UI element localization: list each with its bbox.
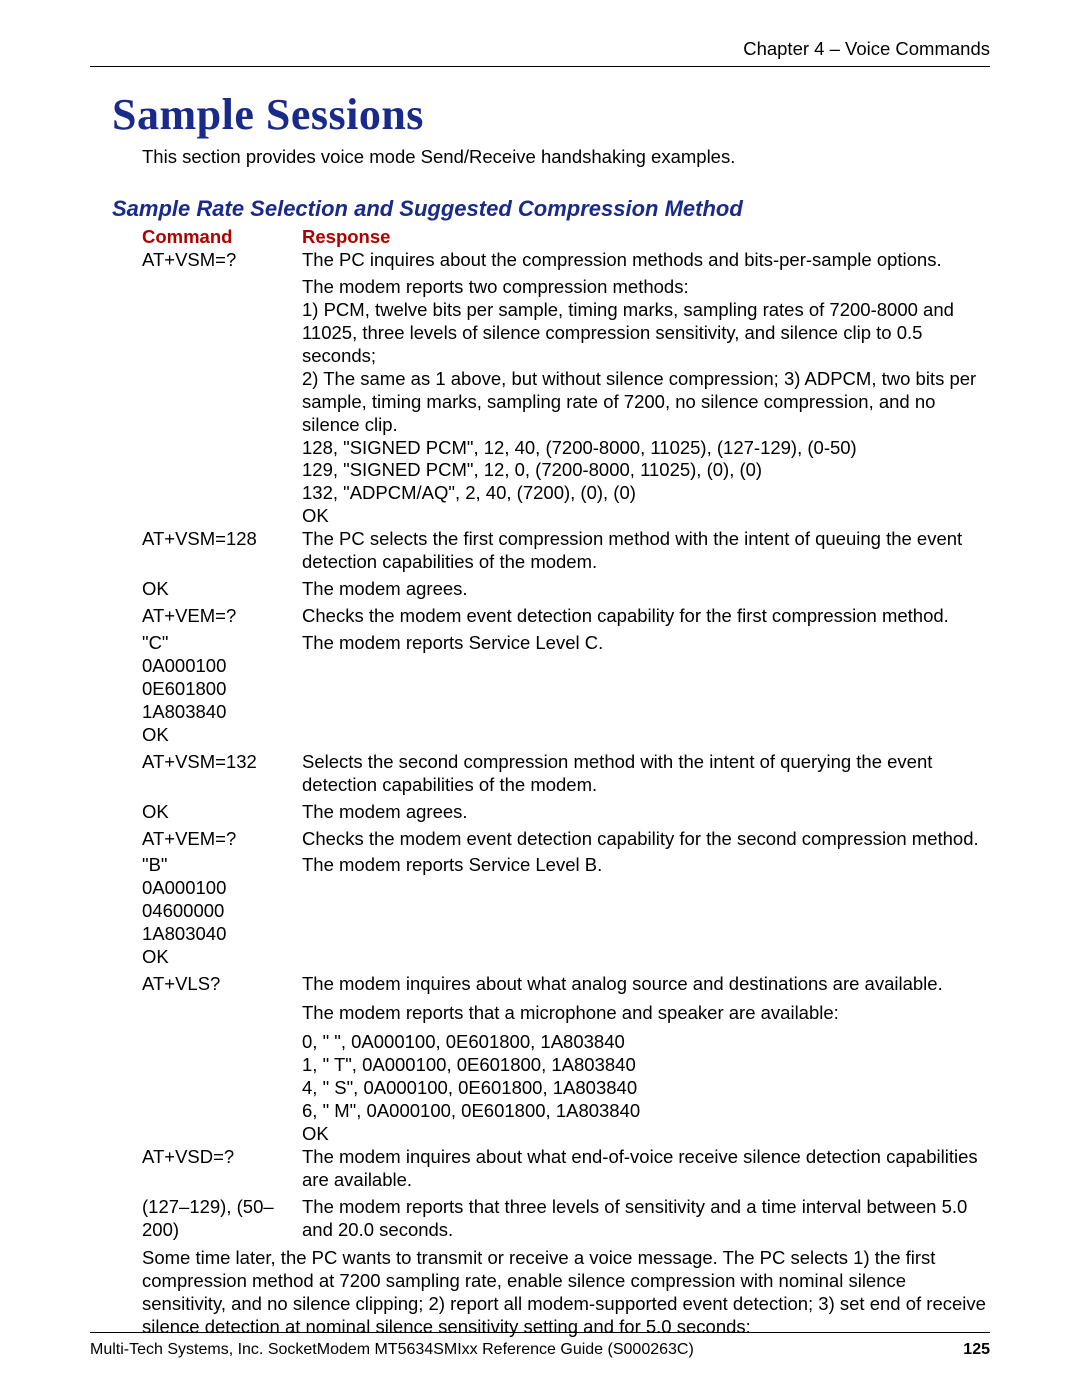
response-cell: Selects the second compression method wi… (302, 751, 990, 797)
command-cell: AT+VSM=132 (142, 751, 302, 797)
col-header-command: Command (142, 226, 302, 248)
table-row: OKThe modem agrees. (142, 578, 990, 601)
chapter-header: Chapter 4 – Voice Commands (90, 38, 990, 60)
command-cell (142, 482, 302, 505)
table-row: OKThe modem agrees. (142, 801, 990, 824)
response-cell: The modem reports that a microphone and … (302, 1002, 990, 1025)
intro-text: This section provides voice mode Send/Re… (142, 146, 990, 168)
table-row: 1) PCM, twelve bits per sample, timing m… (142, 299, 990, 368)
command-response-table: Command Response AT+VSM=?The PC inquires… (142, 226, 990, 1241)
command-cell (142, 1002, 302, 1025)
table-row: The modem reports two compression method… (142, 276, 990, 299)
response-cell: 128, "SIGNED PCM", 12, 40, (7200-8000, 1… (302, 437, 990, 460)
page-number: 125 (963, 1341, 990, 1359)
command-cell: OK (142, 578, 302, 601)
table-row: The modem reports that a microphone and … (142, 1002, 990, 1025)
response-cell: OK (302, 505, 990, 528)
table-row: 2) The same as 1 above, but without sile… (142, 368, 990, 437)
command-cell: AT+VSD=? (142, 1146, 302, 1192)
response-cell: 132, "ADPCM/AQ", 2, 40, (7200), (0), (0) (302, 482, 990, 505)
table-row: AT+VEM=?Checks the modem event detection… (142, 828, 990, 851)
table-row: "B" 0A000100 04600000 1A803040 OKThe mod… (142, 854, 990, 969)
table-header-row: Command Response (142, 226, 990, 248)
command-cell: (127–129), (50–200) (142, 1196, 302, 1242)
response-cell: Checks the modem event detection capabil… (302, 605, 990, 628)
command-cell: AT+VEM=? (142, 605, 302, 628)
table-row: AT+VSM=128The PC selects the first compr… (142, 528, 990, 574)
table-row: 129, "SIGNED PCM", 12, 0, (7200-8000, 11… (142, 459, 990, 482)
response-cell: 0, " ", 0A000100, 0E601800, 1A803840 (302, 1031, 990, 1054)
table-row: "C" 0A000100 0E601800 1A803840 OKThe mod… (142, 632, 990, 747)
table-row: AT+VSM=132Selects the second compression… (142, 751, 990, 797)
response-cell: The modem reports two compression method… (302, 276, 990, 299)
command-cell: OK (142, 801, 302, 824)
response-cell: 129, "SIGNED PCM", 12, 0, (7200-8000, 11… (302, 459, 990, 482)
command-cell (142, 437, 302, 460)
response-cell: 1) PCM, twelve bits per sample, timing m… (302, 299, 990, 368)
response-cell: OK (302, 1123, 990, 1146)
command-cell (142, 1031, 302, 1054)
table-row: 0, " ", 0A000100, 0E601800, 1A803840 (142, 1031, 990, 1054)
table-row: AT+VSD=?The modem inquires about what en… (142, 1146, 990, 1192)
table-row: 1, " T", 0A000100, 0E601800, 1A803840 (142, 1054, 990, 1077)
response-cell: The modem reports that three levels of s… (302, 1196, 990, 1242)
col-header-response: Response (302, 226, 990, 248)
footer-rule (90, 1332, 990, 1333)
table-row: AT+VLS?The modem inquires about what ana… (142, 973, 990, 996)
response-cell: The modem inquires about what analog sou… (302, 973, 990, 996)
command-cell (142, 1123, 302, 1146)
table-row: 128, "SIGNED PCM", 12, 40, (7200-8000, 1… (142, 437, 990, 460)
trailing-paragraph: Some time later, the PC wants to transmi… (142, 1247, 990, 1339)
command-cell (142, 459, 302, 482)
command-cell: "B" 0A000100 04600000 1A803040 OK (142, 854, 302, 969)
response-cell: The PC selects the first compression met… (302, 528, 990, 574)
command-cell: "C" 0A000100 0E601800 1A803840 OK (142, 632, 302, 747)
footer-text: Multi-Tech Systems, Inc. SocketModem MT5… (90, 1341, 694, 1359)
table-row: OK (142, 505, 990, 528)
response-cell: The modem reports Service Level B. (302, 854, 990, 969)
page-footer: Multi-Tech Systems, Inc. SocketModem MT5… (90, 1332, 990, 1359)
response-cell: The modem agrees. (302, 578, 990, 601)
response-cell: 4, " S", 0A000100, 0E601800, 1A803840 (302, 1077, 990, 1100)
section-subheading: Sample Rate Selection and Suggested Comp… (112, 196, 990, 222)
response-cell: 2) The same as 1 above, but without sile… (302, 368, 990, 437)
page-title: Sample Sessions (112, 89, 990, 140)
command-cell (142, 1077, 302, 1100)
command-cell (142, 368, 302, 437)
table-row: AT+VEM=?Checks the modem event detection… (142, 605, 990, 628)
table-row: 132, "ADPCM/AQ", 2, 40, (7200), (0), (0) (142, 482, 990, 505)
response-cell: The modem inquires about what end-of-voi… (302, 1146, 990, 1192)
command-cell (142, 276, 302, 299)
command-cell: AT+VLS? (142, 973, 302, 996)
table-row: AT+VSM=?The PC inquires about the compre… (142, 249, 990, 272)
table-row: 4, " S", 0A000100, 0E601800, 1A803840 (142, 1077, 990, 1100)
command-cell (142, 1100, 302, 1123)
response-cell: 1, " T", 0A000100, 0E601800, 1A803840 (302, 1054, 990, 1077)
table-row: OK (142, 1123, 990, 1146)
command-cell: AT+VSM=? (142, 249, 302, 272)
command-cell (142, 299, 302, 368)
response-cell: 6, " M", 0A000100, 0E601800, 1A803840 (302, 1100, 990, 1123)
command-cell: AT+VEM=? (142, 828, 302, 851)
header-rule (90, 66, 990, 67)
response-cell: The modem agrees. (302, 801, 990, 824)
table-row: 6, " M", 0A000100, 0E601800, 1A803840 (142, 1100, 990, 1123)
response-cell: The modem reports Service Level C. (302, 632, 990, 747)
table-row: (127–129), (50–200)The modem reports tha… (142, 1196, 990, 1242)
response-cell: The PC inquires about the compression me… (302, 249, 990, 272)
command-cell (142, 505, 302, 528)
document-page: Chapter 4 – Voice Commands Sample Sessio… (0, 0, 1080, 1397)
command-cell (142, 1054, 302, 1077)
command-cell: AT+VSM=128 (142, 528, 302, 574)
response-cell: Checks the modem event detection capabil… (302, 828, 990, 851)
